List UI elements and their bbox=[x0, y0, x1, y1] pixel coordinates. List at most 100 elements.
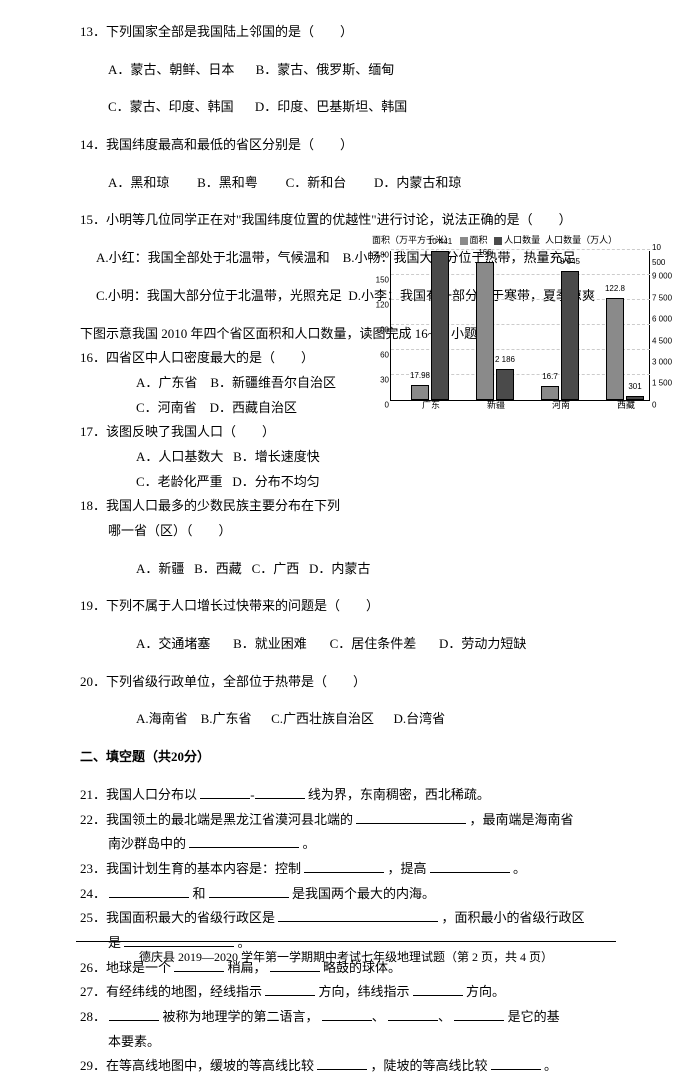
chart-region: 面积（万平方千米） 面积 人口数量 人口数量（万人） 0306090120150… bbox=[372, 232, 652, 422]
ytick-left: 150 bbox=[373, 273, 389, 288]
x-label: 广东 bbox=[411, 397, 451, 414]
q17-b: B．增长速度快 bbox=[233, 449, 320, 464]
q27-b: 方向，纬线指示 bbox=[319, 984, 410, 999]
blank[interactable] bbox=[189, 834, 299, 848]
ytick-right: 9 000 bbox=[652, 269, 676, 284]
q13-stem: 13．下列国家全部是我国陆上邻国的是（ ） bbox=[80, 20, 632, 45]
q29-a: 29．在等高线地图中，缓坡的等高线比较 bbox=[80, 1058, 314, 1073]
q29-c: 。 bbox=[544, 1058, 557, 1073]
q18-stem: 18．我国人口最多的少数民族主要分布在下列 bbox=[80, 494, 380, 519]
q14-b: B．黑和粤 bbox=[197, 175, 258, 190]
q22-c: 南沙群岛中的 bbox=[108, 836, 186, 851]
blank[interactable] bbox=[491, 1056, 541, 1070]
q16-row1: A．广东省 B．新疆维吾尔自治区 bbox=[80, 371, 380, 396]
blank[interactable] bbox=[200, 785, 250, 799]
legend-pop: 人口数量 bbox=[504, 235, 540, 245]
q24-a: 24． bbox=[80, 886, 106, 901]
ytick-left: 90 bbox=[373, 323, 389, 338]
q20-d: D.台湾省 bbox=[393, 711, 445, 726]
q25-a: 25．我国面积最大的省级行政区是 bbox=[80, 910, 275, 925]
q24-b: 和 bbox=[193, 886, 206, 901]
bar-pop-label: 2 186 bbox=[490, 352, 520, 367]
chart-title-right: 人口数量（万人） bbox=[545, 235, 617, 245]
q28: 28． 被称为地理学的第二语言， 、 、 是它的基 bbox=[80, 1005, 632, 1030]
blank[interactable] bbox=[454, 1007, 504, 1021]
q25-b: ，面积最小的省级行政区 bbox=[442, 910, 585, 925]
blank[interactable] bbox=[109, 1007, 159, 1021]
q13-options2: C．蒙古、印度、韩国 D．印度、巴基斯坦、韩国 bbox=[80, 95, 632, 120]
bar-area bbox=[476, 262, 494, 400]
blank[interactable] bbox=[322, 1007, 372, 1021]
q18-a: A．新疆 bbox=[136, 561, 184, 576]
blank[interactable] bbox=[356, 810, 466, 824]
bar-area-label: 122.8 bbox=[600, 281, 630, 296]
blank[interactable] bbox=[209, 884, 289, 898]
gridline bbox=[391, 274, 650, 275]
q27-c: 方向。 bbox=[466, 984, 505, 999]
q28-c: 是它的基 bbox=[508, 1009, 560, 1024]
ytick-right: 6 000 bbox=[652, 312, 676, 327]
blank[interactable] bbox=[255, 785, 305, 799]
q21: 21．我国人口分布以 - 线为界，东南稠密，西北稀疏。 bbox=[80, 783, 632, 808]
blank[interactable] bbox=[109, 884, 189, 898]
q21-a: 21．我国人口分布以 bbox=[80, 787, 197, 802]
x-label: 河南 bbox=[541, 397, 581, 414]
q18-c: C．广西 bbox=[252, 561, 300, 576]
q13-c: C．蒙古、印度、韩国 bbox=[108, 99, 234, 114]
q18-stem2: 哪一省（区）（ ） bbox=[80, 519, 380, 544]
q28-d: 本要素。 bbox=[108, 1034, 160, 1049]
q28-l2: 本要素。 bbox=[80, 1030, 632, 1055]
blank[interactable] bbox=[413, 982, 463, 996]
q27: 27．有经纬线的地图，经线指示 方向，纬线指示 方向。 bbox=[80, 980, 632, 1005]
blank[interactable] bbox=[278, 908, 438, 922]
blank[interactable] bbox=[265, 982, 315, 996]
bar-area-label: 166 bbox=[470, 245, 500, 260]
blank[interactable] bbox=[388, 1007, 438, 1021]
q20-stem: 20．下列省级行政单位，全部位于热带是（ ） bbox=[80, 670, 632, 695]
legend-area-icon bbox=[460, 237, 468, 245]
q19-d: D．劳动力短缺 bbox=[439, 636, 526, 651]
q19-options: A．交通堵塞 B．就业困难 C．居住条件差 D．劳动力短缺 bbox=[80, 632, 632, 657]
q24: 24． 和 是我国两个最大的内海。 bbox=[80, 882, 632, 907]
footer-text: 德庆县 2019—2020 学年第一学期期中考试七年级地理试题（第 2 页，共 … bbox=[139, 950, 553, 964]
q20-b: B.广东省 bbox=[201, 711, 252, 726]
q20-a: A.海南省 bbox=[136, 711, 188, 726]
q14-d: D．内蒙古和琼 bbox=[374, 175, 461, 190]
q15-c: C.小明：我国大部分位于北温带，光照充足 bbox=[96, 288, 342, 303]
chart-plot: 030609012015018001 5003 0004 5006 0007 5… bbox=[390, 251, 650, 401]
q19-stem: 19．下列不属于人口增长过快带来的问题是（ ） bbox=[80, 594, 632, 619]
q18-d: D．内蒙古 bbox=[309, 561, 370, 576]
bar-pop-label: 9 045 bbox=[555, 254, 585, 269]
q28-a: 28． bbox=[80, 1009, 106, 1024]
ytick-right: 4 500 bbox=[652, 333, 676, 348]
q13-d: D．印度、巴基斯坦、韩国 bbox=[255, 99, 407, 114]
ytick-right: 7 500 bbox=[652, 290, 676, 305]
q27-a: 27．有经纬线的地图，经线指示 bbox=[80, 984, 262, 999]
q17-c: C．老龄化严重 bbox=[136, 474, 223, 489]
q24-c: 是我国两个最大的内海。 bbox=[292, 886, 435, 901]
q14-stem: 14．我国纬度最高和最低的省区分别是（ ） bbox=[80, 133, 632, 158]
q13-b: B．蒙古、俄罗斯、缅甸 bbox=[256, 62, 395, 77]
q14-options: A．黑和琼 B．黑和粤 C．新和台 D．内蒙古和琼 bbox=[80, 171, 632, 196]
q19-c: C．居住条件差 bbox=[330, 636, 417, 651]
ytick-right: 1 500 bbox=[652, 376, 676, 391]
q19-a: A．交通堵塞 bbox=[136, 636, 210, 651]
q23-a: 23．我国计划生育的基本内容是：控制 bbox=[80, 861, 301, 876]
bar-pop bbox=[431, 251, 449, 400]
blank[interactable] bbox=[304, 859, 384, 873]
ytick-left: 180 bbox=[373, 248, 389, 263]
x-label: 西藏 bbox=[606, 397, 646, 414]
bar-pop bbox=[561, 271, 579, 400]
blank[interactable] bbox=[317, 1056, 367, 1070]
bar-pop-label: 301 bbox=[620, 379, 650, 394]
legend-pop-icon bbox=[494, 237, 502, 245]
q16-stem: 16．四省区中人口密度最大的是（ ） bbox=[80, 346, 380, 371]
ytick-left: 30 bbox=[373, 373, 389, 388]
q29-b: ，陡坡的等高线比较 bbox=[371, 1058, 488, 1073]
q16-b: B．新疆维吾尔自治区 bbox=[210, 375, 336, 390]
q22-line2: 南沙群岛中的 。 bbox=[80, 832, 632, 857]
q19-b: B．就业困难 bbox=[233, 636, 307, 651]
q25: 25．我国面积最大的省级行政区是 ，面积最小的省级行政区 bbox=[80, 906, 632, 931]
blank[interactable] bbox=[430, 859, 510, 873]
q15-a: A.小红：我国全部处于北温带，气候温和 bbox=[96, 250, 330, 265]
